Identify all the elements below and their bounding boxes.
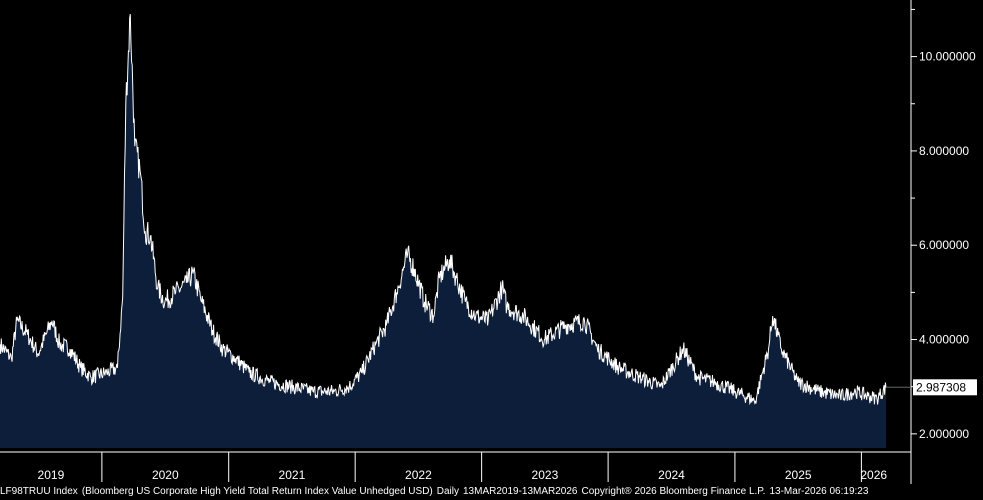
y-tick-label: 10.000000 (919, 50, 976, 64)
area-layer (0, 14, 887, 448)
y-tick-label: 2.000000 (919, 427, 969, 441)
tick-labels: 2.000000 4.000000 6.000000 8.000000 10.00000… (38, 50, 977, 482)
footer-ticker: LF98TRUU Index (0, 486, 78, 497)
y-tick-label: 6.000000 (919, 238, 969, 252)
footer-frequency: Daily (436, 486, 459, 497)
footer-range: 13MAR2019-13MAR2026 (462, 486, 578, 497)
y-tick-label: 8.000000 (919, 144, 969, 158)
x-tick-label: 2026 (860, 468, 887, 482)
footer-copyright: Copyright® 2026 Bloomberg Finance L.P. (581, 486, 766, 497)
last-value-box (913, 379, 977, 396)
x-tick-label: 2020 (152, 468, 179, 482)
x-tick-label: 2024 (658, 468, 685, 482)
footer-description: (Bloomberg US Corporate High Yield Total… (81, 486, 433, 497)
x-tick-label: 2021 (279, 468, 306, 482)
x-tick-label: 2023 (532, 468, 559, 482)
footer-timestamp: 13-Mar-2026 06:19:23 (769, 486, 869, 497)
axes (0, 0, 917, 484)
series-line (0, 14, 887, 406)
yield-chart: 2.000000 4.000000 6.000000 8.000000 10.00000… (0, 0, 977, 484)
x-tick-label: 2025 (785, 468, 812, 482)
x-tick-label: 2019 (38, 468, 65, 482)
series-area (0, 14, 886, 448)
y-tick-label: 4.000000 (919, 333, 969, 347)
last-value-label: 2.987308 (916, 380, 966, 394)
chart-footer: LF98TRUU Index (Bloomberg US Corporate Hi… (0, 484, 983, 500)
x-tick-label: 2022 (405, 468, 432, 482)
